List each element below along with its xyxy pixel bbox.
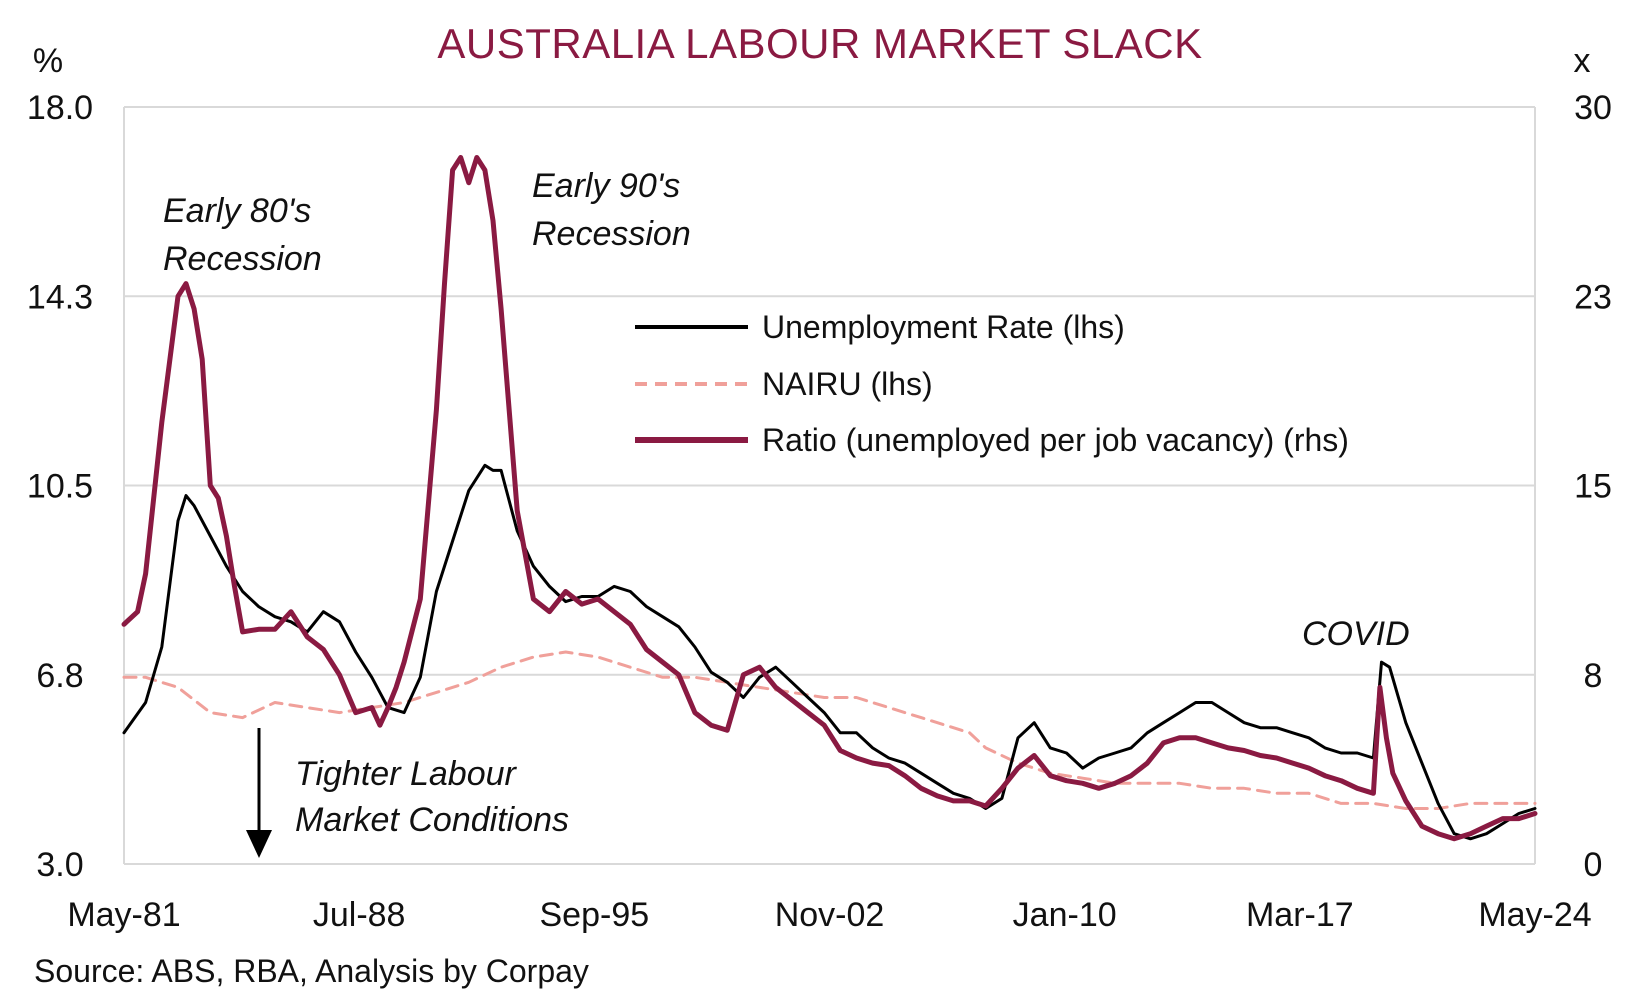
annotation-early-90s: Early 90's Recession (532, 167, 691, 253)
x-ticks: May-81 Jul-88 Sep-95 Nov-02 Jan-10 Mar-17 May-… (67, 896, 1591, 934)
y-left-unit: % (33, 42, 63, 80)
annotation-tighter-line1: Tighter Labour (295, 755, 518, 793)
legend: Unemployment Rate (lhs) NAIRU (lhs) Rati… (635, 309, 1349, 458)
y-left-tick-label: 6.8 (36, 657, 83, 695)
y-left-tick-label: 14.3 (27, 278, 93, 316)
y-right-tick-label: 23 (1574, 278, 1612, 316)
y-right-tick-label: 30 (1574, 89, 1612, 127)
gridlines (123, 106, 1536, 865)
annotation-early-80s: Early 80's Recession (163, 192, 322, 278)
x-tick-label: Mar-17 (1246, 896, 1354, 934)
y-left-tick-label: 10.5 (27, 468, 93, 506)
x-tick-label: Nov-02 (775, 896, 885, 934)
x-tick-label: May-81 (67, 896, 180, 934)
y-right-ticks: 30 23 15 8 0 (1574, 89, 1612, 884)
annotation-early-80s-line2: Recession (163, 240, 322, 278)
annotation-tighter-line2: Market Conditions (295, 801, 569, 839)
y-left-tick-label: 3.0 (36, 846, 83, 884)
down-arrow-icon (246, 728, 272, 858)
annotation-early-80s-line1: Early 80's (163, 192, 311, 230)
annotation-tighter: Tighter Labour Market Conditions (295, 755, 569, 839)
y-right-tick-label: 15 (1574, 468, 1612, 506)
y-left-ticks: 18.0 14.3 10.5 6.8 3.0 (27, 89, 93, 884)
annotation-early-90s-line1: Early 90's (532, 167, 680, 205)
series-line-ratio (121, 155, 1538, 842)
y-right-tick-label: 8 (1584, 657, 1603, 695)
annotation-early-90s-line2: Recession (532, 215, 691, 253)
series-line-unemployment (122, 463, 1537, 841)
y-right-tick-label: 0 (1584, 846, 1603, 884)
y-left-tick-label: 18.0 (27, 89, 93, 127)
x-tick-label: Jan-10 (1013, 896, 1117, 934)
legend-label-ratio: Ratio (unemployed per job vacancy) (rhs) (762, 422, 1349, 458)
x-tick-label: Sep-95 (540, 896, 650, 934)
legend-label-nairu: NAIRU (lhs) (762, 366, 933, 402)
source-note: Source: ABS, RBA, Analysis by Corpay (34, 953, 589, 989)
y-right-unit: x (1574, 42, 1591, 80)
series (121, 155, 1538, 842)
chart-title: AUSTRALIA LABOUR MARKET SLACK (437, 20, 1202, 67)
legend-label-unemployment: Unemployment Rate (lhs) (762, 309, 1125, 345)
annotation-covid: COVID (1302, 615, 1410, 653)
x-tick-label: May-24 (1478, 896, 1591, 934)
x-tick-label: Jul-88 (313, 896, 406, 934)
